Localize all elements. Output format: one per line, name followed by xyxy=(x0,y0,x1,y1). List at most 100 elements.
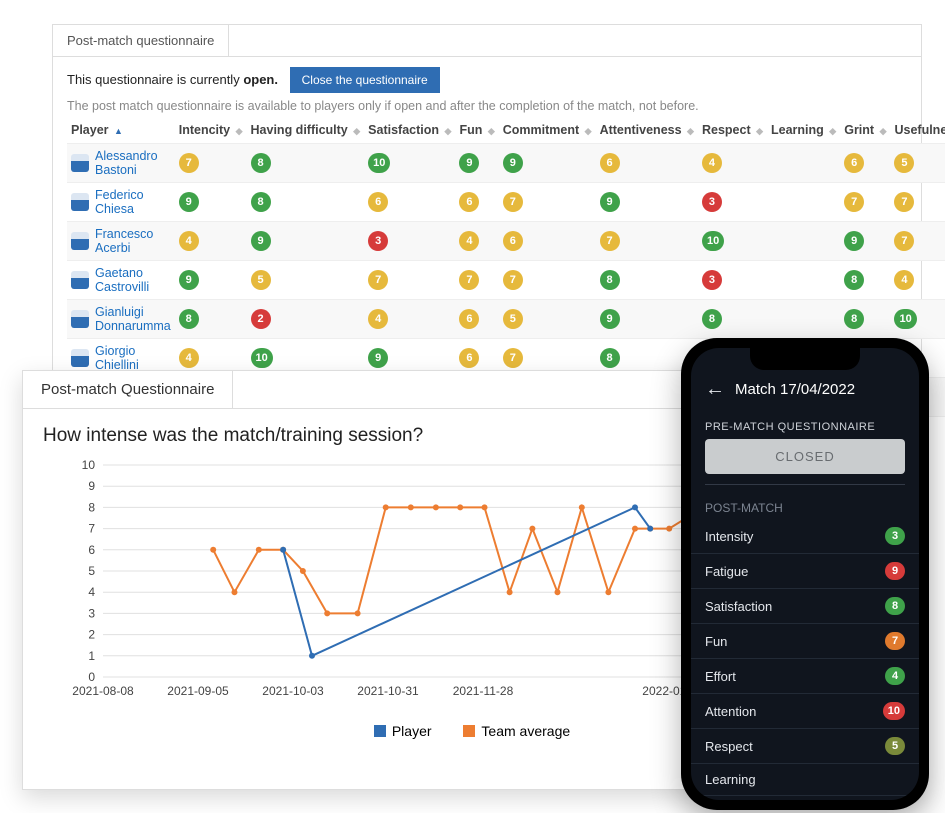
score-cell: 6 xyxy=(596,144,698,183)
score-cell: 7 xyxy=(499,183,596,222)
back-icon[interactable]: ← xyxy=(705,378,725,401)
score-cell xyxy=(767,300,840,339)
svg-text:10: 10 xyxy=(82,458,96,472)
score-cell: 4 xyxy=(364,300,455,339)
player-link[interactable]: Alessandro Bastoni xyxy=(95,149,171,177)
post-match-label: POST-MATCH xyxy=(691,491,919,519)
score-cell: 9 xyxy=(596,300,698,339)
player-link[interactable]: Francesco Acerbi xyxy=(95,227,171,255)
metric-row[interactable]: Fatigue9 xyxy=(691,554,919,589)
score-cell: 4 xyxy=(455,222,498,261)
svg-text:2021-10-31: 2021-10-31 xyxy=(357,684,419,698)
column-header[interactable]: Fun ◆ xyxy=(455,117,498,144)
score-cell: 7 xyxy=(175,144,247,183)
table-row: Francesco Acerbi4934671097 xyxy=(67,222,945,261)
score-cell: 7 xyxy=(840,183,890,222)
column-header[interactable]: Having difficulty ◆ xyxy=(247,117,365,144)
metric-label: Fatigue xyxy=(705,564,748,579)
column-header[interactable]: Usefulness ◆ xyxy=(890,117,945,144)
player-link[interactable]: Gianluigi Donnarumma xyxy=(95,305,171,333)
svg-text:1: 1 xyxy=(88,649,95,663)
score-cell: 8 xyxy=(247,183,365,222)
score-cell: 10 xyxy=(364,144,455,183)
metric-row[interactable]: Effort4 xyxy=(691,659,919,694)
player-link[interactable]: Giorgio Chiellini xyxy=(95,344,171,372)
metric-label: Respect xyxy=(705,739,753,754)
metric-label: Effort xyxy=(705,669,736,684)
column-header[interactable]: Grint ◆ xyxy=(840,117,890,144)
table-row: Gaetano Castrovilli957778384 xyxy=(67,261,945,300)
score-cell: 9 xyxy=(499,144,596,183)
table-row: Alessandro Bastoni7810996465 xyxy=(67,144,945,183)
score-cell: 7 xyxy=(596,222,698,261)
column-header[interactable]: Player ▲ xyxy=(67,117,175,144)
avatar xyxy=(71,310,89,328)
questionnaire-help-text: The post match questionnaire is availabl… xyxy=(67,99,907,113)
avatar xyxy=(71,154,89,172)
score-cell xyxy=(767,183,840,222)
avatar xyxy=(71,271,89,289)
score-cell: 6 xyxy=(499,222,596,261)
score-cell: 9 xyxy=(455,144,498,183)
metric-label: Fun xyxy=(705,634,727,649)
column-header[interactable]: Respect ◆ xyxy=(698,117,767,144)
svg-text:9: 9 xyxy=(88,479,95,493)
svg-text:2021-11-28: 2021-11-28 xyxy=(453,684,514,698)
score-cell: 7 xyxy=(499,261,596,300)
metric-row[interactable]: Fun7 xyxy=(691,624,919,659)
metric-label: Attention xyxy=(705,704,756,719)
player-link[interactable]: Gaetano Castrovilli xyxy=(95,266,171,294)
score-cell: 7 xyxy=(364,261,455,300)
score-cell xyxy=(767,222,840,261)
avatar xyxy=(71,349,89,367)
score-cell: 6 xyxy=(840,144,890,183)
score-cell: 8 xyxy=(596,261,698,300)
column-header[interactable]: Intencity ◆ xyxy=(175,117,247,144)
score-cell: 8 xyxy=(840,300,890,339)
score-cell: 7 xyxy=(890,183,945,222)
score-cell: 3 xyxy=(364,222,455,261)
metric-row[interactable]: Intensity3 xyxy=(691,519,919,554)
svg-text:7: 7 xyxy=(88,522,95,536)
score-cell: 6 xyxy=(455,183,498,222)
mobile-preview: ← Match 17/04/2022 PRE-MATCH QUESTIONNAI… xyxy=(681,338,929,810)
metric-row[interactable]: Respect5 xyxy=(691,729,919,764)
column-header[interactable]: Commitment ◆ xyxy=(499,117,596,144)
score-cell xyxy=(767,261,840,300)
phone-title: Match 17/04/2022 xyxy=(735,381,855,398)
score-cell: 8 xyxy=(698,300,767,339)
column-header[interactable]: Satisfaction ◆ xyxy=(364,117,455,144)
svg-text:2021-08-08: 2021-08-08 xyxy=(72,684,134,698)
column-header[interactable]: Attentiveness ◆ xyxy=(596,117,698,144)
avatar xyxy=(71,232,89,250)
svg-text:2021-10-03: 2021-10-03 xyxy=(262,684,324,698)
tab-post-match-questionnaire[interactable]: Post-match questionnaire xyxy=(52,24,229,56)
metric-label: Intensity xyxy=(705,529,753,544)
closed-banner: CLOSED xyxy=(705,439,905,474)
score-cell: 4 xyxy=(890,261,945,300)
legend-team-label: Team average xyxy=(481,723,570,739)
phone-notch xyxy=(750,348,860,370)
tab-post-match-questionnaire-chart[interactable]: Post-match Questionnaire xyxy=(22,370,233,408)
score-cell: 9 xyxy=(175,183,247,222)
legend-player: Player xyxy=(374,723,432,739)
score-cell: 5 xyxy=(890,144,945,183)
score-cell: 9 xyxy=(596,183,698,222)
score-cell: 3 xyxy=(698,261,767,300)
player-link[interactable]: Federico Chiesa xyxy=(95,188,171,216)
svg-text:2021-09-05: 2021-09-05 xyxy=(167,684,229,698)
score-cell: 8 xyxy=(175,300,247,339)
score-cell: 9 xyxy=(840,222,890,261)
legend-team: Team average xyxy=(463,723,570,739)
status-prefix: This questionnaire is currently xyxy=(67,72,243,87)
metric-row[interactable]: Satisfaction8 xyxy=(691,589,919,624)
questionnaire-status: This questionnaire is currently open. Cl… xyxy=(67,67,907,93)
svg-text:4: 4 xyxy=(88,585,95,599)
column-header[interactable]: Learning ◆ xyxy=(767,117,840,144)
metric-row[interactable]: Learning xyxy=(691,764,919,796)
close-questionnaire-button[interactable]: Close the questionnaire xyxy=(290,67,440,93)
metric-row[interactable]: Determination9 xyxy=(691,796,919,800)
table-row: Gianluigi Donnarumma8246598810 xyxy=(67,300,945,339)
metric-row[interactable]: Attention10 xyxy=(691,694,919,729)
score-cell: 4 xyxy=(175,222,247,261)
